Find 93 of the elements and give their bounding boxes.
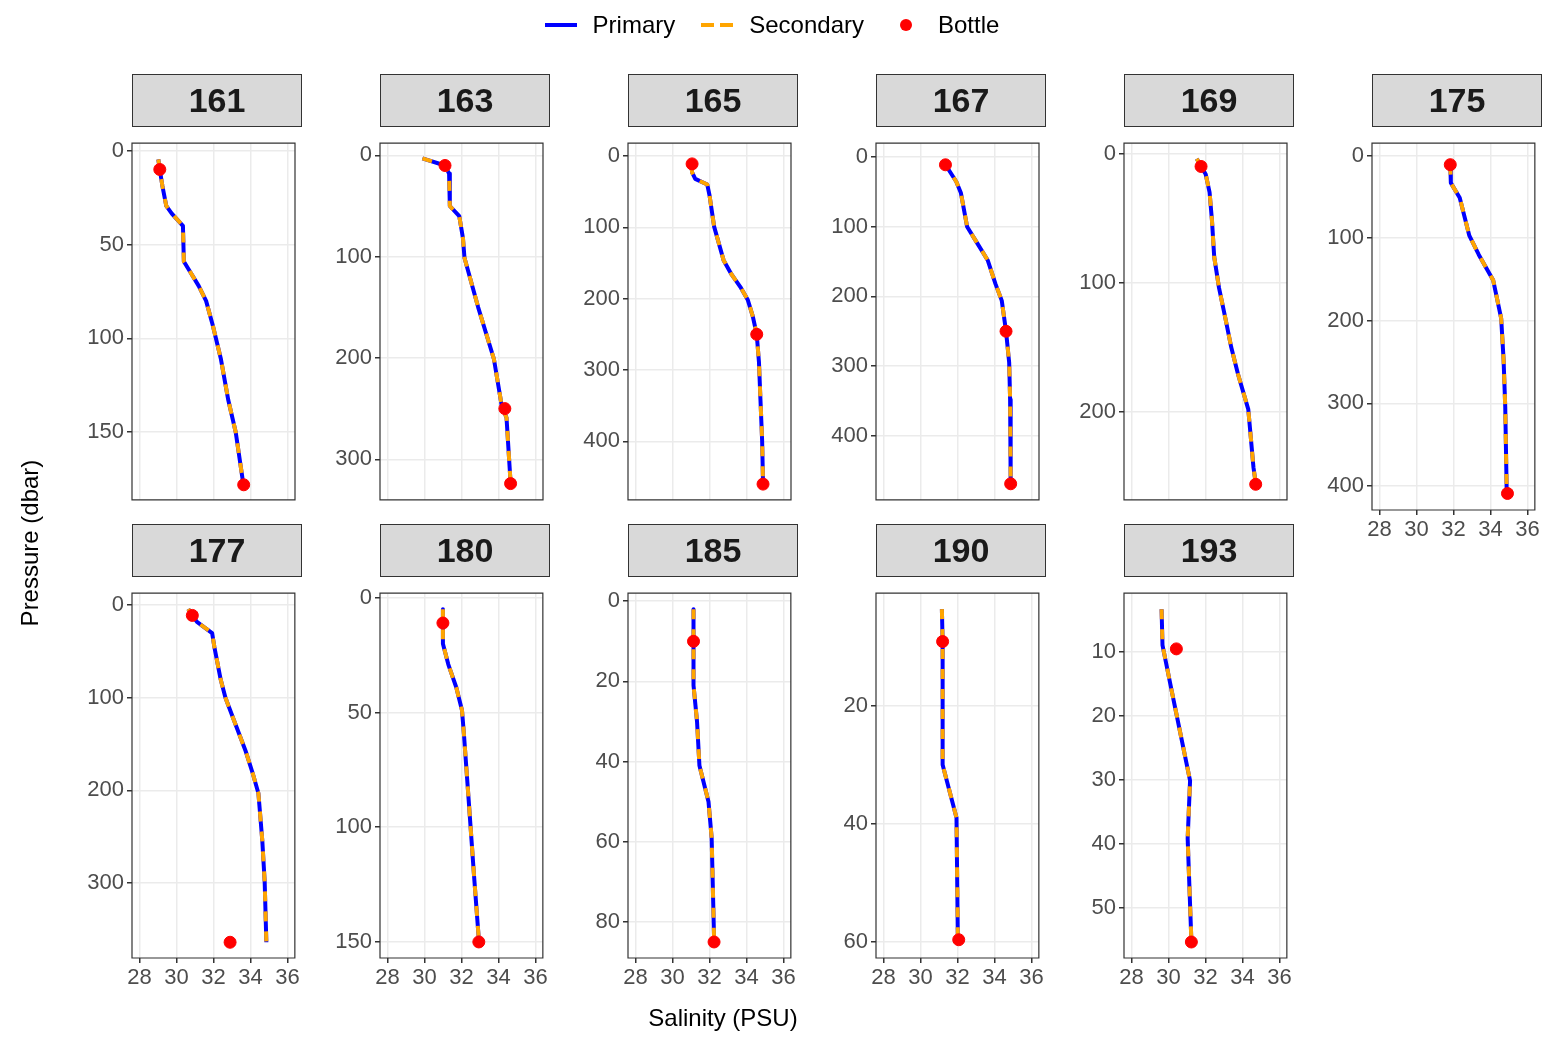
x-tick-label: 28	[623, 964, 648, 990]
x-tick-label: 36	[1515, 516, 1540, 542]
y-tick-label: 400	[1327, 472, 1364, 498]
y-tick-label: 200	[1327, 306, 1364, 332]
chart-title: 177	[132, 524, 302, 577]
x-tick-label: 34	[734, 964, 759, 990]
y-tick-label: 300	[583, 356, 620, 382]
chart-title: 167	[876, 74, 1046, 127]
y-tick-label: 0	[855, 143, 868, 169]
y-tick-label: 100	[1327, 224, 1364, 250]
y-tick-label: 300	[87, 869, 124, 895]
y-tick-label: 0	[1103, 139, 1116, 165]
chart-title: 169	[1124, 74, 1294, 127]
y-tick-label: 0	[111, 136, 124, 162]
y-tick-label: 10	[1091, 638, 1116, 664]
chart-title: 180	[380, 524, 550, 577]
y-tick-label: 0	[111, 591, 124, 617]
y-tick-label: 20	[595, 667, 620, 693]
y-tick-label: 300	[335, 445, 372, 471]
x-tick-label: 30	[412, 964, 437, 990]
y-tick-label: 200	[831, 282, 868, 308]
x-tick-label: 30	[908, 964, 933, 990]
x-axis-title: Salinity (PSU)	[647, 1004, 799, 1032]
x-tick-label: 28	[1367, 516, 1392, 542]
legend-label: Bottle	[938, 11, 1000, 39]
y-tick-label: 40	[843, 809, 868, 835]
x-tick-label: 32	[1193, 964, 1218, 990]
chart-title: 161	[132, 74, 302, 127]
y-tick-label: 200	[335, 344, 372, 370]
y-axis-title: Pressure (dbar)	[15, 458, 44, 629]
y-tick-label: 30	[1091, 766, 1116, 792]
chart-title: 165	[628, 74, 798, 127]
y-tick-label: 50	[99, 230, 124, 256]
y-tick-label: 150	[335, 928, 372, 953]
x-tick-label: 28	[127, 964, 152, 990]
y-tick-label: 100	[87, 324, 124, 350]
y-tick-label: 0	[1351, 141, 1364, 167]
y-tick-label: 50	[1091, 894, 1116, 920]
y-tick-label: 20	[843, 691, 868, 717]
x-tick-label: 32	[201, 964, 226, 990]
x-tick-label: 28	[1119, 964, 1144, 990]
y-tick-label: 300	[831, 352, 868, 378]
y-tick-label: 40	[595, 747, 620, 773]
y-tick-label: 0	[607, 587, 620, 613]
y-tick-label: 60	[595, 827, 620, 853]
chart-title: 193	[1124, 524, 1294, 577]
x-tick-label: 34	[982, 964, 1007, 990]
y-tick-label: 80	[595, 907, 620, 933]
x-tick-label: 32	[697, 964, 722, 990]
x-tick-label: 30	[660, 964, 685, 990]
y-tick-label: 400	[583, 427, 620, 453]
x-tick-label: 30	[1156, 964, 1181, 990]
y-tick-label: 50	[347, 698, 372, 724]
y-tick-label: 0	[607, 142, 620, 168]
y-tick-label: 100	[335, 242, 372, 268]
x-tick-label: 32	[449, 964, 474, 990]
y-tick-label: 0	[359, 583, 372, 609]
y-tick-label: 200	[1079, 398, 1116, 423]
legend-label: Primary	[592, 11, 676, 39]
y-tick-label: 400	[831, 421, 868, 447]
x-tick-label: 28	[375, 964, 400, 990]
x-tick-label: 28	[871, 964, 896, 990]
y-tick-label: 300	[1327, 389, 1364, 415]
y-tick-label: 200	[87, 776, 124, 802]
x-tick-label: 32	[1441, 516, 1466, 542]
x-tick-label: 36	[1019, 964, 1044, 990]
x-tick-label: 34	[1478, 516, 1503, 542]
y-tick-label: 0	[359, 141, 372, 167]
y-tick-label: 100	[831, 212, 868, 238]
y-tick-label: 20	[1091, 702, 1116, 728]
x-tick-label: 36	[275, 964, 300, 990]
y-tick-label: 100	[583, 213, 620, 239]
legend-label: Secondary	[749, 11, 865, 39]
x-tick-label: 36	[1267, 964, 1292, 990]
y-tick-label: 100	[87, 683, 124, 709]
y-tick-label: 60	[843, 927, 868, 953]
y-tick-label: 100	[335, 813, 372, 839]
x-tick-label: 30	[164, 964, 189, 990]
chart-title: 175	[1372, 74, 1542, 127]
x-tick-label: 36	[771, 964, 796, 990]
y-tick-label: 100	[1079, 268, 1116, 294]
y-tick-label: 200	[583, 284, 620, 310]
x-tick-label: 30	[1404, 516, 1429, 542]
chart-title: 185	[628, 524, 798, 577]
x-tick-label: 34	[486, 964, 511, 990]
y-tick-label: 40	[1091, 830, 1116, 856]
y-tick-label: 150	[87, 418, 124, 444]
x-tick-label: 34	[238, 964, 263, 990]
x-tick-label: 32	[945, 964, 970, 990]
x-tick-label: 34	[1230, 964, 1255, 990]
x-tick-label: 36	[523, 964, 548, 990]
chart-title: 190	[876, 524, 1046, 577]
chart-title: 163	[380, 74, 550, 127]
